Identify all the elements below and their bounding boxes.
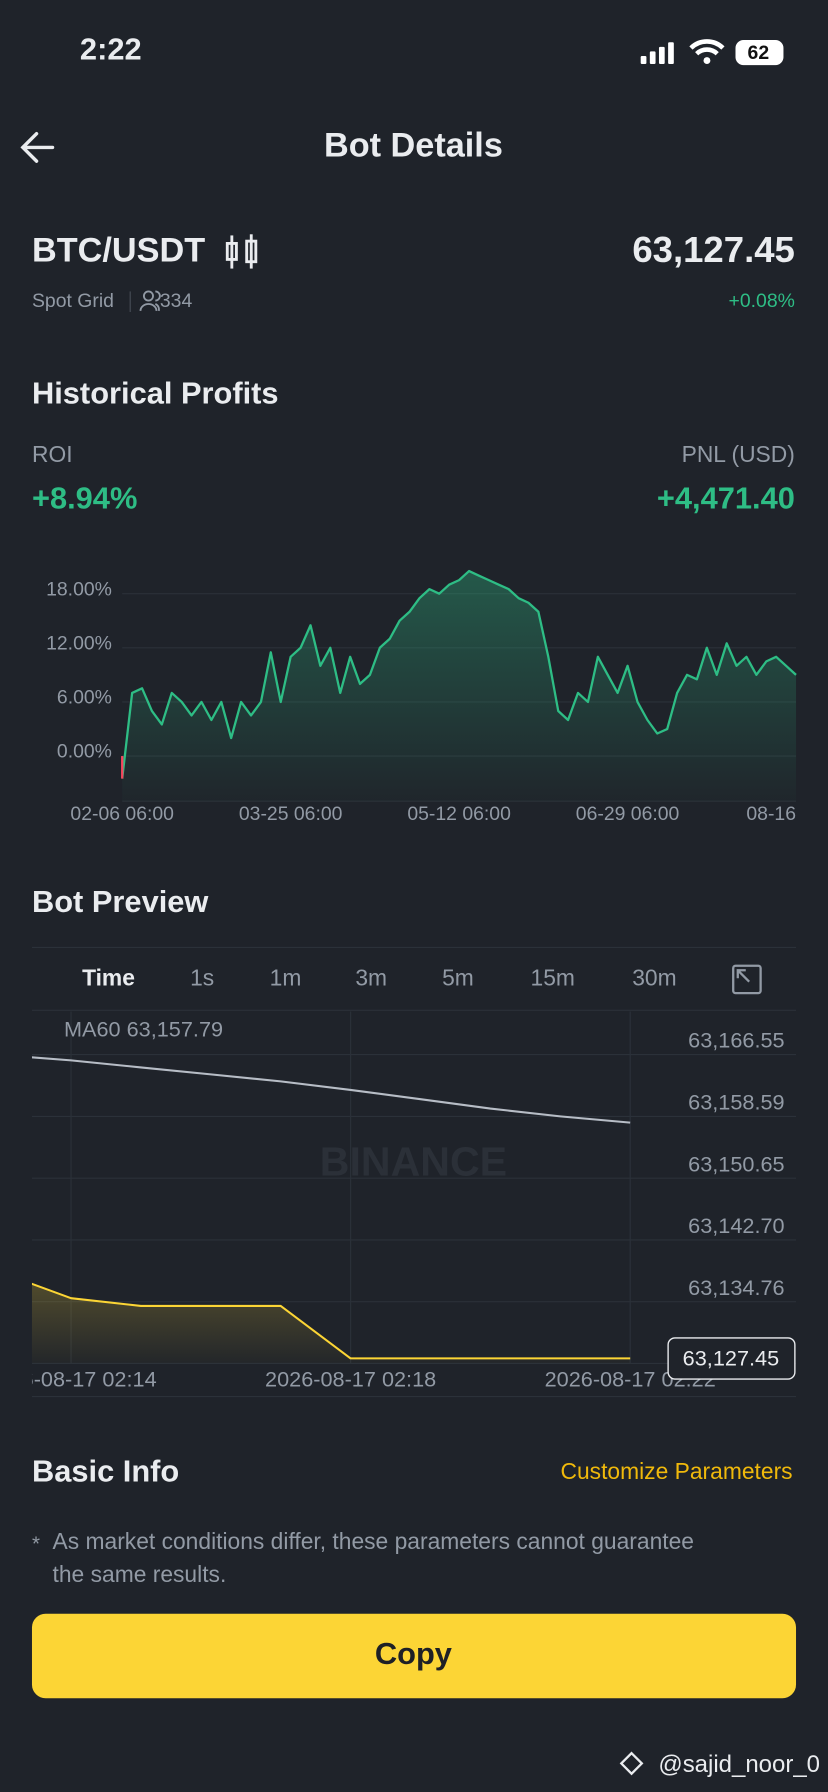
candle-icon [225, 234, 258, 269]
note-line: As market conditions differ, these param… [53, 1528, 694, 1554]
x-tick-label: 08-16 [746, 803, 796, 825]
roi-label: ROI [32, 441, 73, 467]
credit-icon [619, 1751, 644, 1776]
user-count: 334 [160, 290, 193, 312]
pnl-value: +4,471.40 [657, 481, 795, 516]
section-title: Bot Preview [32, 884, 209, 919]
interval-tab[interactable]: 5m [442, 964, 474, 990]
y-tick-label: 12.00% [46, 632, 112, 654]
area [31, 1283, 631, 1364]
wifi-icon [689, 39, 725, 56]
roi-value: +8.94% [32, 481, 137, 516]
section-title: Historical Profits [32, 376, 279, 411]
interval-tab[interactable]: 30m [632, 964, 676, 990]
note-mark: * [32, 1533, 40, 1556]
last-price: 63,127.45 [632, 229, 795, 270]
pnl-label: PNL (USD) [682, 441, 795, 467]
price-tag [667, 1337, 796, 1380]
page-title: Bot Details [324, 126, 503, 164]
wifi-dot [703, 57, 711, 64]
y-tick-label: 63,134.76 [688, 1275, 784, 1300]
line [121, 569, 797, 779]
x-tick-label: 02-06 06:00 [70, 803, 174, 825]
pair-symbol: BTC/USDT [32, 232, 205, 270]
clock: 2:22 [80, 32, 142, 67]
y-tick-label: 18.00% [46, 578, 112, 600]
line [31, 1282, 631, 1360]
x-tick-label: 2026-08-17 02:14 [0, 1366, 157, 1391]
ma-label: MA60 63,157.79 [64, 1017, 223, 1042]
y-tick-label: 63,142.70 [688, 1213, 784, 1238]
interval-tab[interactable]: 15m [531, 964, 575, 990]
area [122, 571, 797, 802]
bot-type: Spot Grid [32, 290, 114, 312]
section-title: Basic Info [32, 1453, 179, 1488]
y-tick-label: 0.00% [57, 741, 112, 763]
x-tick-label: 03-25 06:00 [239, 803, 343, 825]
y-tick-label: 63,158.59 [688, 1090, 784, 1115]
x-tick-label: 05-12 06:00 [407, 803, 511, 825]
interval-tab[interactable]: 3m [355, 964, 387, 990]
credit: @sajid_noor_0 [658, 1751, 820, 1778]
price-change: +0.08% [729, 290, 795, 312]
interval-tab[interactable]: Time [82, 964, 135, 990]
y-tick-label: 63,150.65 [688, 1151, 784, 1176]
customize-link[interactable]: Customize Parameters [561, 1458, 793, 1484]
battery-level: 62 [748, 42, 770, 64]
copy-button[interactable] [31, 1613, 797, 1699]
line [31, 1056, 631, 1124]
battery [735, 40, 784, 66]
copy-button-label: Copy [375, 1636, 452, 1671]
users-icon [139, 290, 161, 312]
y-tick-label: 6.00% [57, 687, 112, 709]
fullscreen-icon[interactable] [732, 964, 762, 995]
interval-tab[interactable]: 1m [270, 964, 302, 990]
interval-tab[interactable]: 1s [190, 964, 214, 990]
x-tick-label: 2026-08-17 02:18 [265, 1366, 436, 1391]
y-tick-label: 63,166.55 [688, 1028, 784, 1053]
plot: 02-06 06:00 03-25 06:00 05-12 06:00 06-29 0… [70, 569, 797, 825]
back-button[interactable] [20, 131, 55, 163]
signal [640, 42, 674, 64]
watermark: BINANCE [320, 1138, 507, 1184]
price-tag-label: 63,127.45 [683, 1345, 779, 1370]
note-line: the same results. [53, 1561, 227, 1587]
x-tick-label: 06-29 06:00 [576, 803, 680, 825]
